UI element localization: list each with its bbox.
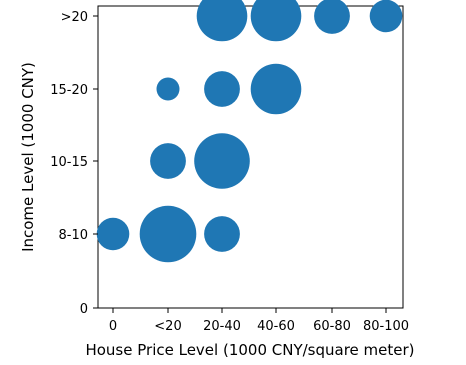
bubble — [314, 0, 350, 34]
bubble — [196, 0, 248, 42]
x-tick-label: <20 — [154, 319, 181, 334]
y-axis-title: Income Level (1000 CNY) — [19, 62, 37, 252]
bubble — [204, 216, 240, 252]
bubble-layer — [96, 0, 403, 263]
x-tick-label: 40-60 — [257, 319, 295, 334]
y-tick-label: 0 — [80, 302, 88, 317]
bubble — [194, 133, 250, 189]
x-tick-label: 80-100 — [363, 319, 409, 334]
y-tick-label: 10-15 — [50, 155, 88, 170]
bubble — [204, 71, 240, 107]
bubble — [156, 77, 180, 101]
x-axis-title: House Price Level (1000 CNY/square meter… — [85, 341, 414, 359]
y-axis: 0 8-10 10-15 15-20 >20 — [50, 10, 98, 317]
bubble — [369, 0, 403, 33]
plot-area-frame — [97, 5, 404, 309]
y-tick-label: 8-10 — [58, 228, 88, 243]
bubble — [139, 205, 197, 263]
bubble — [96, 217, 130, 251]
y-tick-label: >20 — [61, 10, 88, 25]
x-tick-label: 60-80 — [313, 319, 351, 334]
y-tick-label: 15-20 — [50, 83, 88, 98]
bubble — [250, 0, 302, 42]
bubble — [250, 63, 302, 115]
x-tick-label: 0 — [109, 319, 117, 334]
x-tick-label: 20-40 — [203, 319, 241, 334]
x-axis: 0 <20 20-40 40-60 60-80 80-100 — [109, 308, 409, 334]
bubble — [150, 143, 186, 179]
